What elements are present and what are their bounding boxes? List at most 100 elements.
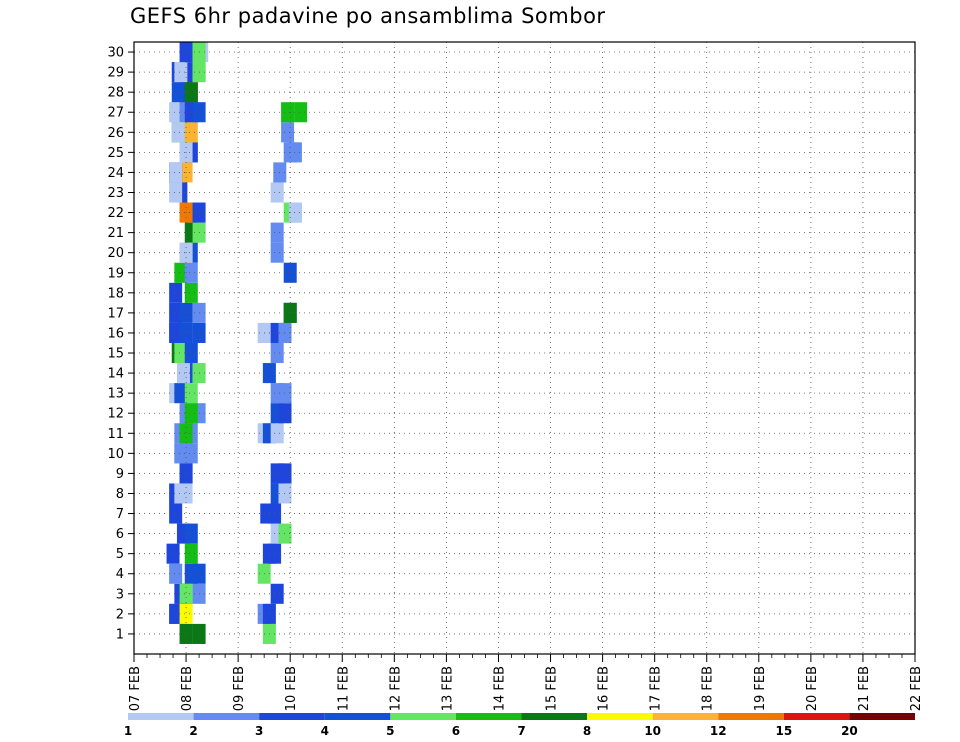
heat-cell	[179, 583, 193, 604]
x-tick-label: 10 FEB	[284, 666, 299, 711]
heat-cell	[169, 302, 183, 323]
chart-title: GEFS 6hr padavine po ansamblima Sombor	[130, 4, 606, 28]
heat-cell	[169, 503, 183, 524]
y-axis: 1234567891011121314151617181920212223242…	[107, 46, 134, 642]
legend-swatch	[390, 713, 456, 720]
y-tick-label: 4	[116, 567, 124, 582]
grid-layer	[134, 42, 915, 654]
x-tick-label: 15 FEB	[545, 666, 560, 711]
legend-label: 2	[189, 724, 197, 738]
heat-cell	[281, 122, 295, 143]
heat-cell	[184, 563, 198, 584]
cells-layer	[166, 42, 308, 644]
heat-cell	[166, 543, 180, 564]
heat-cell	[174, 62, 188, 83]
heat-cell	[270, 583, 284, 604]
legend-swatch	[587, 713, 653, 720]
heat-cell	[294, 102, 308, 123]
legend-swatch	[193, 713, 260, 720]
heat-cell	[169, 182, 183, 203]
heat-cell	[184, 282, 198, 303]
heat-cell	[174, 383, 188, 404]
heat-cell	[184, 523, 198, 544]
heat-cell	[169, 322, 183, 343]
heat-cell	[184, 122, 198, 143]
legend-swatch	[324, 713, 391, 720]
heat-cell	[184, 342, 198, 364]
heat-cell	[288, 142, 302, 163]
legend-swatch	[521, 713, 588, 720]
y-tick-label: 20	[107, 246, 124, 261]
y-tick-label: 26	[107, 126, 124, 141]
y-tick-label: 18	[107, 286, 124, 301]
x-tick-label: 09 FEB	[232, 666, 247, 711]
legend-swatch	[128, 713, 194, 720]
heat-cell	[171, 122, 185, 143]
heat-cell	[184, 543, 198, 564]
y-tick-label: 2	[116, 607, 124, 622]
heat-cell	[174, 342, 188, 364]
heat-cell	[176, 363, 190, 384]
legend-label: 7	[517, 724, 525, 738]
heat-cell	[179, 603, 193, 624]
y-tick-label: 17	[107, 306, 124, 321]
y-tick-label: 23	[107, 186, 124, 201]
y-tick-label: 22	[107, 206, 124, 221]
x-tick-label: 13 FEB	[440, 666, 455, 711]
heat-cell	[270, 423, 284, 444]
y-tick-label: 1	[116, 627, 124, 642]
heat-cell	[169, 603, 183, 624]
heat-cell	[174, 443, 188, 464]
heat-cell	[179, 463, 193, 484]
y-tick-label: 24	[107, 166, 124, 181]
legend-swatch	[455, 713, 522, 720]
x-tick-label: 14 FEB	[492, 666, 507, 711]
heat-cell	[281, 102, 295, 123]
x-axis: 07 FEB 08 FEB 09 FEB 10 FEB 11 FEB 12 FEB 13 F…	[128, 654, 924, 711]
heat-cell	[174, 483, 188, 504]
heat-cell	[169, 282, 183, 303]
legend: 1 2 3 4 5 6 7 8 10 12 15 20	[124, 713, 915, 738]
legend-label: 1	[124, 724, 132, 738]
x-tick-label: 22 FEB	[909, 666, 924, 711]
heat-cell	[270, 342, 284, 364]
legend-swatch	[849, 713, 915, 720]
y-tick-label: 29	[107, 66, 124, 81]
legend-label: 15	[775, 724, 792, 738]
y-tick-label: 5	[116, 547, 124, 562]
heat-cell	[179, 623, 193, 644]
heat-cell	[184, 383, 198, 404]
heat-cell	[184, 262, 198, 283]
y-tick-label: 19	[107, 266, 124, 281]
x-tick-label: 07 FEB	[128, 666, 143, 711]
x-tick-label: 16 FEB	[597, 666, 612, 711]
y-tick-label: 9	[116, 467, 124, 482]
x-tick-label: 11 FEB	[336, 666, 351, 711]
y-tick-label: 27	[107, 106, 124, 121]
y-tick-label: 15	[107, 347, 124, 362]
legend-swatch	[783, 713, 850, 720]
legend-label: 5	[386, 724, 394, 738]
y-tick-label: 16	[107, 326, 124, 341]
y-tick-label: 8	[116, 487, 124, 502]
x-tick-label: 12 FEB	[388, 666, 403, 711]
heat-cell	[174, 262, 188, 283]
x-tick-label: 17 FEB	[649, 666, 664, 711]
heat-cell	[169, 563, 183, 584]
legend-label: 10	[644, 724, 661, 738]
y-tick-label: 30	[107, 46, 124, 61]
legend-label: 3	[255, 724, 263, 738]
y-tick-label: 6	[116, 527, 124, 542]
legend-label: 6	[452, 724, 460, 738]
x-tick-label: 19 FEB	[753, 666, 768, 711]
legend-label: 8	[583, 724, 591, 738]
y-tick-label: 11	[107, 427, 124, 442]
heat-cell	[184, 403, 198, 424]
legend-label: 12	[710, 724, 727, 738]
heat-cell	[169, 162, 183, 183]
heat-cell	[270, 242, 284, 263]
legend-swatch	[718, 713, 784, 720]
y-tick-label: 28	[107, 86, 124, 101]
